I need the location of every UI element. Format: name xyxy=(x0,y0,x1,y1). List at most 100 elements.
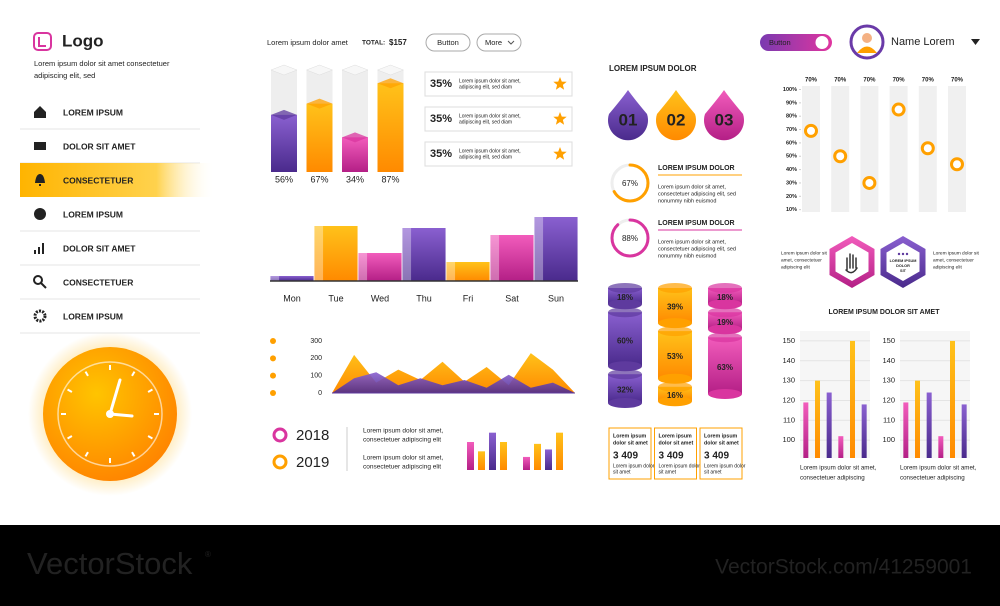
bar-track-top xyxy=(341,64,369,76)
stat-card xyxy=(608,427,652,480)
logo-icon xyxy=(33,32,52,51)
cylinder-body xyxy=(608,312,642,367)
button[interactable] xyxy=(425,33,471,52)
top-label: 70% xyxy=(834,78,847,84)
logo-text: Logo xyxy=(62,31,104,50)
x-tick-label: Thu xyxy=(416,293,432,303)
bar xyxy=(402,228,446,281)
bar xyxy=(838,436,844,458)
hexagon-center: LOREM IPSUM xyxy=(890,259,917,263)
cylinder-label: 19% xyxy=(717,318,733,327)
sidebar-description: Lorem ipsum dolor sit amet consectetuer xyxy=(34,59,170,68)
drop-label: 03 xyxy=(715,110,734,129)
donut-label: 88% xyxy=(622,234,638,243)
bar xyxy=(270,276,314,281)
cylinder-bottom xyxy=(708,389,742,399)
y-tick-label: 140 xyxy=(782,356,795,365)
star[interactable] xyxy=(553,77,567,90)
rating-value: 35% xyxy=(430,113,452,125)
y-tick-label: 0 xyxy=(318,390,322,397)
rating-text: Lorem ipsum dolor sit amet, xyxy=(459,148,521,154)
x-tick-label: Sun xyxy=(548,293,564,303)
footer-brand: VectorStock xyxy=(27,546,193,581)
bar-shade xyxy=(270,276,280,281)
cylinder-bottom xyxy=(658,396,692,407)
menu-item: CONSECTETUER xyxy=(63,277,133,287)
cylinder-label: 18% xyxy=(617,293,633,302)
star[interactable] xyxy=(553,147,567,160)
cylinder-bottom xyxy=(608,361,642,372)
legend-ring xyxy=(272,454,288,470)
icon-bell xyxy=(35,174,45,186)
bar-shade xyxy=(490,235,500,281)
bar-top xyxy=(342,132,368,143)
bar-value-label: 56% xyxy=(275,174,293,184)
cylinder-top xyxy=(708,283,742,293)
star[interactable] xyxy=(553,112,567,125)
bar xyxy=(306,103,333,172)
x-tick-label: Fri xyxy=(463,293,474,303)
donut-text: Lorem ipsum dolor sit amet, xyxy=(658,239,726,245)
footer-mark: ® xyxy=(205,550,211,559)
hexagon-text: amet, consectetuer xyxy=(781,257,822,263)
total-value: $157 xyxy=(389,38,407,47)
bar-value-label: 87% xyxy=(381,174,399,184)
menu-item: LOREM IPSUM xyxy=(63,209,123,219)
bar xyxy=(489,432,496,470)
donut-text: nonummy nibh euismod xyxy=(658,198,716,204)
rating-value: 35% xyxy=(430,148,452,160)
menu-item: CONSECTETUER xyxy=(63,175,133,185)
bar xyxy=(803,402,809,458)
stat-card xyxy=(654,427,697,480)
button-label: Button xyxy=(437,38,459,47)
clock-tick xyxy=(131,371,136,377)
top-label: 70% xyxy=(863,78,876,84)
y-tick-label: 100% xyxy=(783,87,797,93)
bar-track-top xyxy=(376,64,405,76)
bar xyxy=(478,451,485,470)
cylinder-label: 60% xyxy=(617,336,633,345)
toggle[interactable] xyxy=(760,34,832,51)
rating-card xyxy=(424,106,573,132)
plot-bg xyxy=(900,331,970,458)
bar xyxy=(446,262,490,281)
bar xyxy=(938,436,944,458)
avatar-head xyxy=(862,33,872,43)
area xyxy=(332,372,575,393)
stat-title: dolor sit amet xyxy=(704,440,739,446)
rating-text: adipiscing elit, sed diam xyxy=(459,154,512,160)
y-tick-label: 140 xyxy=(882,356,895,365)
logo-icon-letter xyxy=(38,37,46,47)
y-tick-label: 130 xyxy=(882,376,895,385)
bar xyxy=(545,449,552,470)
rating-card xyxy=(424,71,573,97)
donut-text: consectetuer adipiscing elit, sed xyxy=(658,191,736,197)
bar xyxy=(534,443,541,470)
bar xyxy=(342,137,368,172)
hexagon-text: Lorem ipsum dolor sit xyxy=(933,250,980,256)
user-caret[interactable] xyxy=(971,39,980,45)
more-button[interactable] xyxy=(476,33,522,52)
y-tick-label: 150 xyxy=(882,336,895,345)
hexagon-center: DOLOR xyxy=(896,264,910,268)
bar xyxy=(826,392,832,458)
stat-value: 3 409 xyxy=(704,451,729,462)
cylinder-bottom xyxy=(608,299,642,310)
user-name: Name Lorem xyxy=(891,36,955,48)
cylinder-bottom xyxy=(608,398,642,408)
cylinder-bottom xyxy=(708,299,742,310)
y-tick-label: 120 xyxy=(882,395,895,404)
hexagon-text: adipiscing elit xyxy=(781,264,810,270)
bar xyxy=(950,340,955,458)
dot xyxy=(901,252,905,256)
y-tick-label: 100 xyxy=(882,435,895,444)
bar-shade xyxy=(402,228,412,281)
top-label: 70% xyxy=(922,78,935,84)
stat-title: dolor sit amet xyxy=(613,440,648,446)
menu-icon xyxy=(33,309,47,323)
cylinder-top xyxy=(608,307,642,318)
bar xyxy=(556,432,563,470)
bar-value-label: 67% xyxy=(310,174,328,184)
hexagon-center: SIT xyxy=(900,269,907,273)
y-tick-label: 130 xyxy=(782,376,795,385)
